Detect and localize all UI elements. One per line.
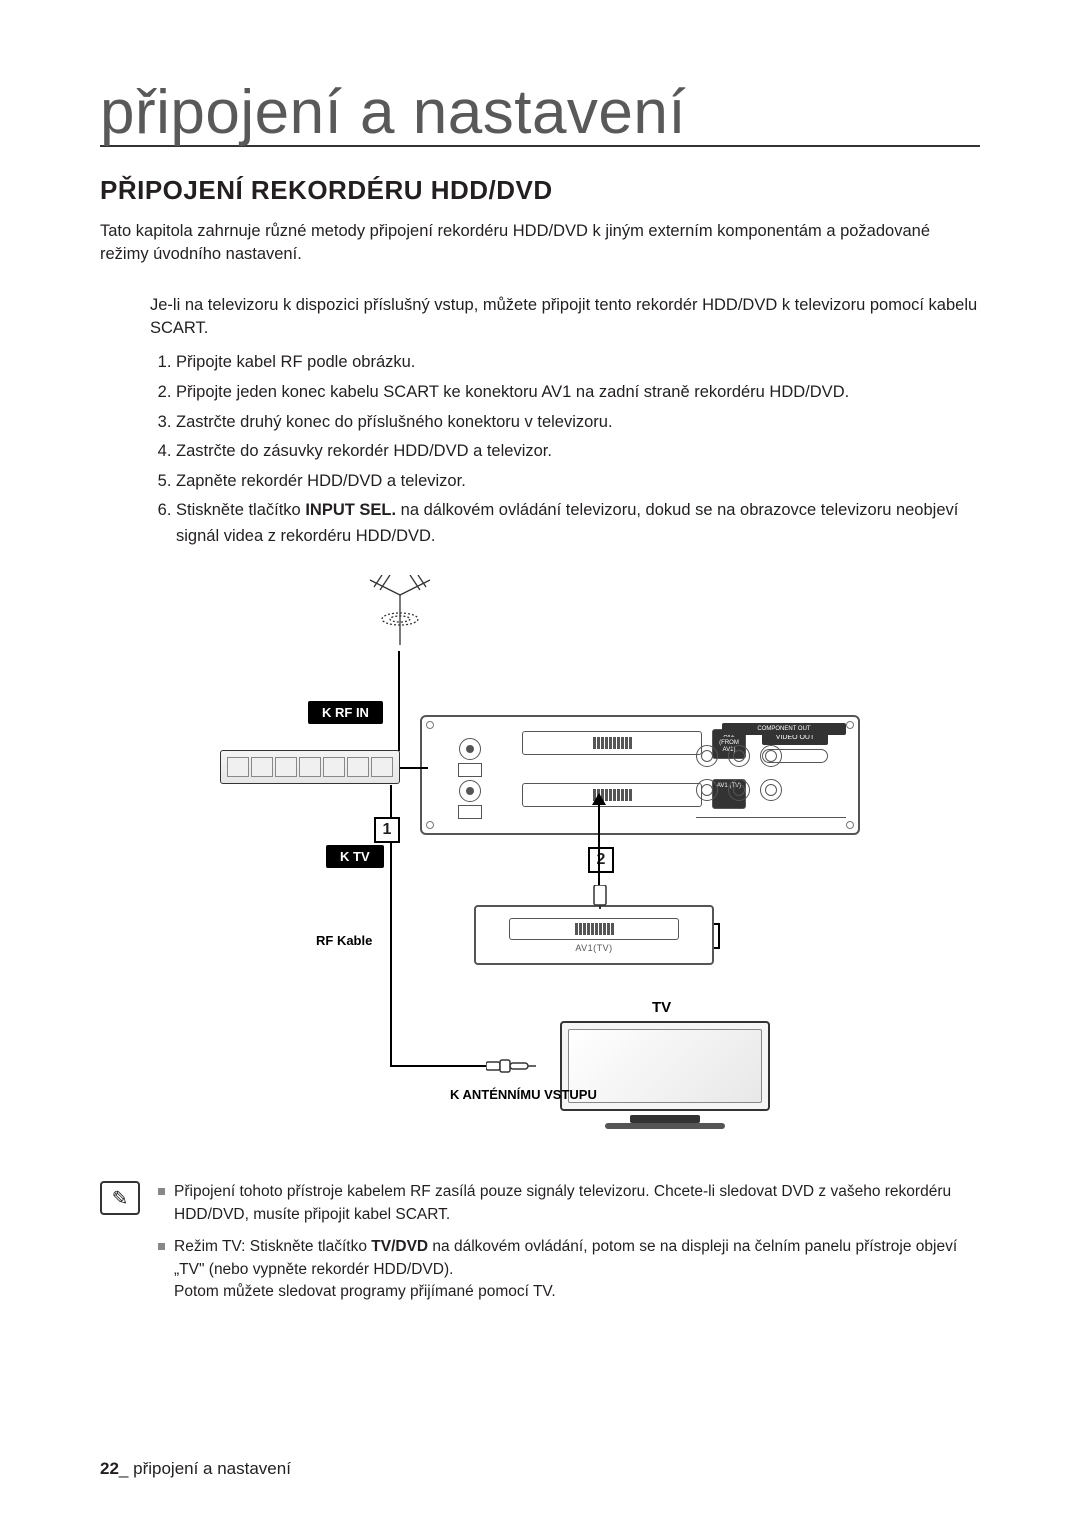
note-1: Připojení tohoto přístroje kabelem RF za… (158, 1181, 980, 1226)
tv-icon (550, 1021, 780, 1131)
steps-list: Připojte kabel RF podle obrázku. Připojt… (176, 350, 980, 549)
connection-diagram: K RF IN (220, 585, 860, 1145)
antenna-icon (360, 575, 440, 655)
recorder-back-panel: AV2 (FROM AV1) AV1 (TV) VIDEO OUT COMPON… (420, 715, 860, 835)
notes-block: ✎ Připojení tohoto přístroje kabelem RF … (100, 1181, 980, 1313)
label-k-tv: K TV (326, 845, 384, 868)
section-heading: PŘIPOJENÍ REKORDÉRU HDD/DVD (100, 175, 980, 206)
cable-rf-horizontal (390, 1065, 490, 1067)
scart-paragraph: Je-li na televizoru k dispozici příslušn… (150, 294, 980, 340)
label-rf-cable: RF Kable (316, 933, 372, 948)
label-antenna-in: K ANTÉNNÍMU VSTUPU (450, 1087, 597, 1102)
label-av1-tv: AV1(TV) (575, 943, 612, 953)
diagram-number-1: 1 (374, 817, 400, 843)
step-6-pre: Stiskněte tlačítko (176, 501, 305, 519)
scart-av1 (522, 783, 702, 807)
diagram-number-2: 2 (588, 847, 614, 873)
note-2-bold: TV/DVD (371, 1238, 428, 1255)
note-2-line2: Potom můžete sledovat programy přijímané… (174, 1281, 980, 1303)
cable-stb-rec (400, 767, 428, 769)
step-6-bold: INPUT SEL. (305, 501, 396, 519)
label-tv: TV (652, 999, 671, 1016)
step-1: Připojte kabel RF podle obrázku. (176, 350, 980, 376)
step-2: Připojte jeden konec kabelu SCART ke kon… (176, 380, 980, 406)
plug-icon (486, 1057, 536, 1080)
component-out-strip: COMPONENT OUT (722, 723, 846, 735)
footer-text: připojení a nastavení (133, 1459, 291, 1478)
scart-plug-icon (592, 885, 608, 909)
arrow-up-icon (588, 793, 610, 837)
step-4: Zastrčte do zásuvky rekordér HDD/DVD a t… (176, 439, 980, 465)
step-3: Zastrčte druhý konec do příslušného kone… (176, 410, 980, 436)
step-5: Zapněte rekordér HDD/DVD a televizor. (176, 469, 980, 495)
label-rf-in: K RF IN (308, 701, 383, 724)
step-6: Stiskněte tlačítko INPUT SEL. na dálkové… (176, 498, 980, 549)
set-top-box-icon (220, 750, 400, 784)
cable-antenna (398, 651, 400, 751)
chapter-title: připojení a nastavení (100, 80, 980, 147)
tv-back-panel: AV1(TV) (474, 905, 714, 965)
intro-paragraph: Tato kapitola zahrnuje různé metody přip… (100, 220, 980, 266)
page-number: 22 (100, 1459, 119, 1478)
footer-sep: _ (119, 1459, 133, 1478)
scart-av2 (522, 731, 702, 755)
page-footer: 22_ připojení a nastavení (100, 1459, 291, 1479)
note-icon: ✎ (100, 1181, 140, 1215)
note-2-pre: Režim TV: Stiskněte tlačítko (174, 1238, 371, 1255)
note-2: Režim TV: Stiskněte tlačítko TV/DVD na d… (158, 1236, 980, 1303)
